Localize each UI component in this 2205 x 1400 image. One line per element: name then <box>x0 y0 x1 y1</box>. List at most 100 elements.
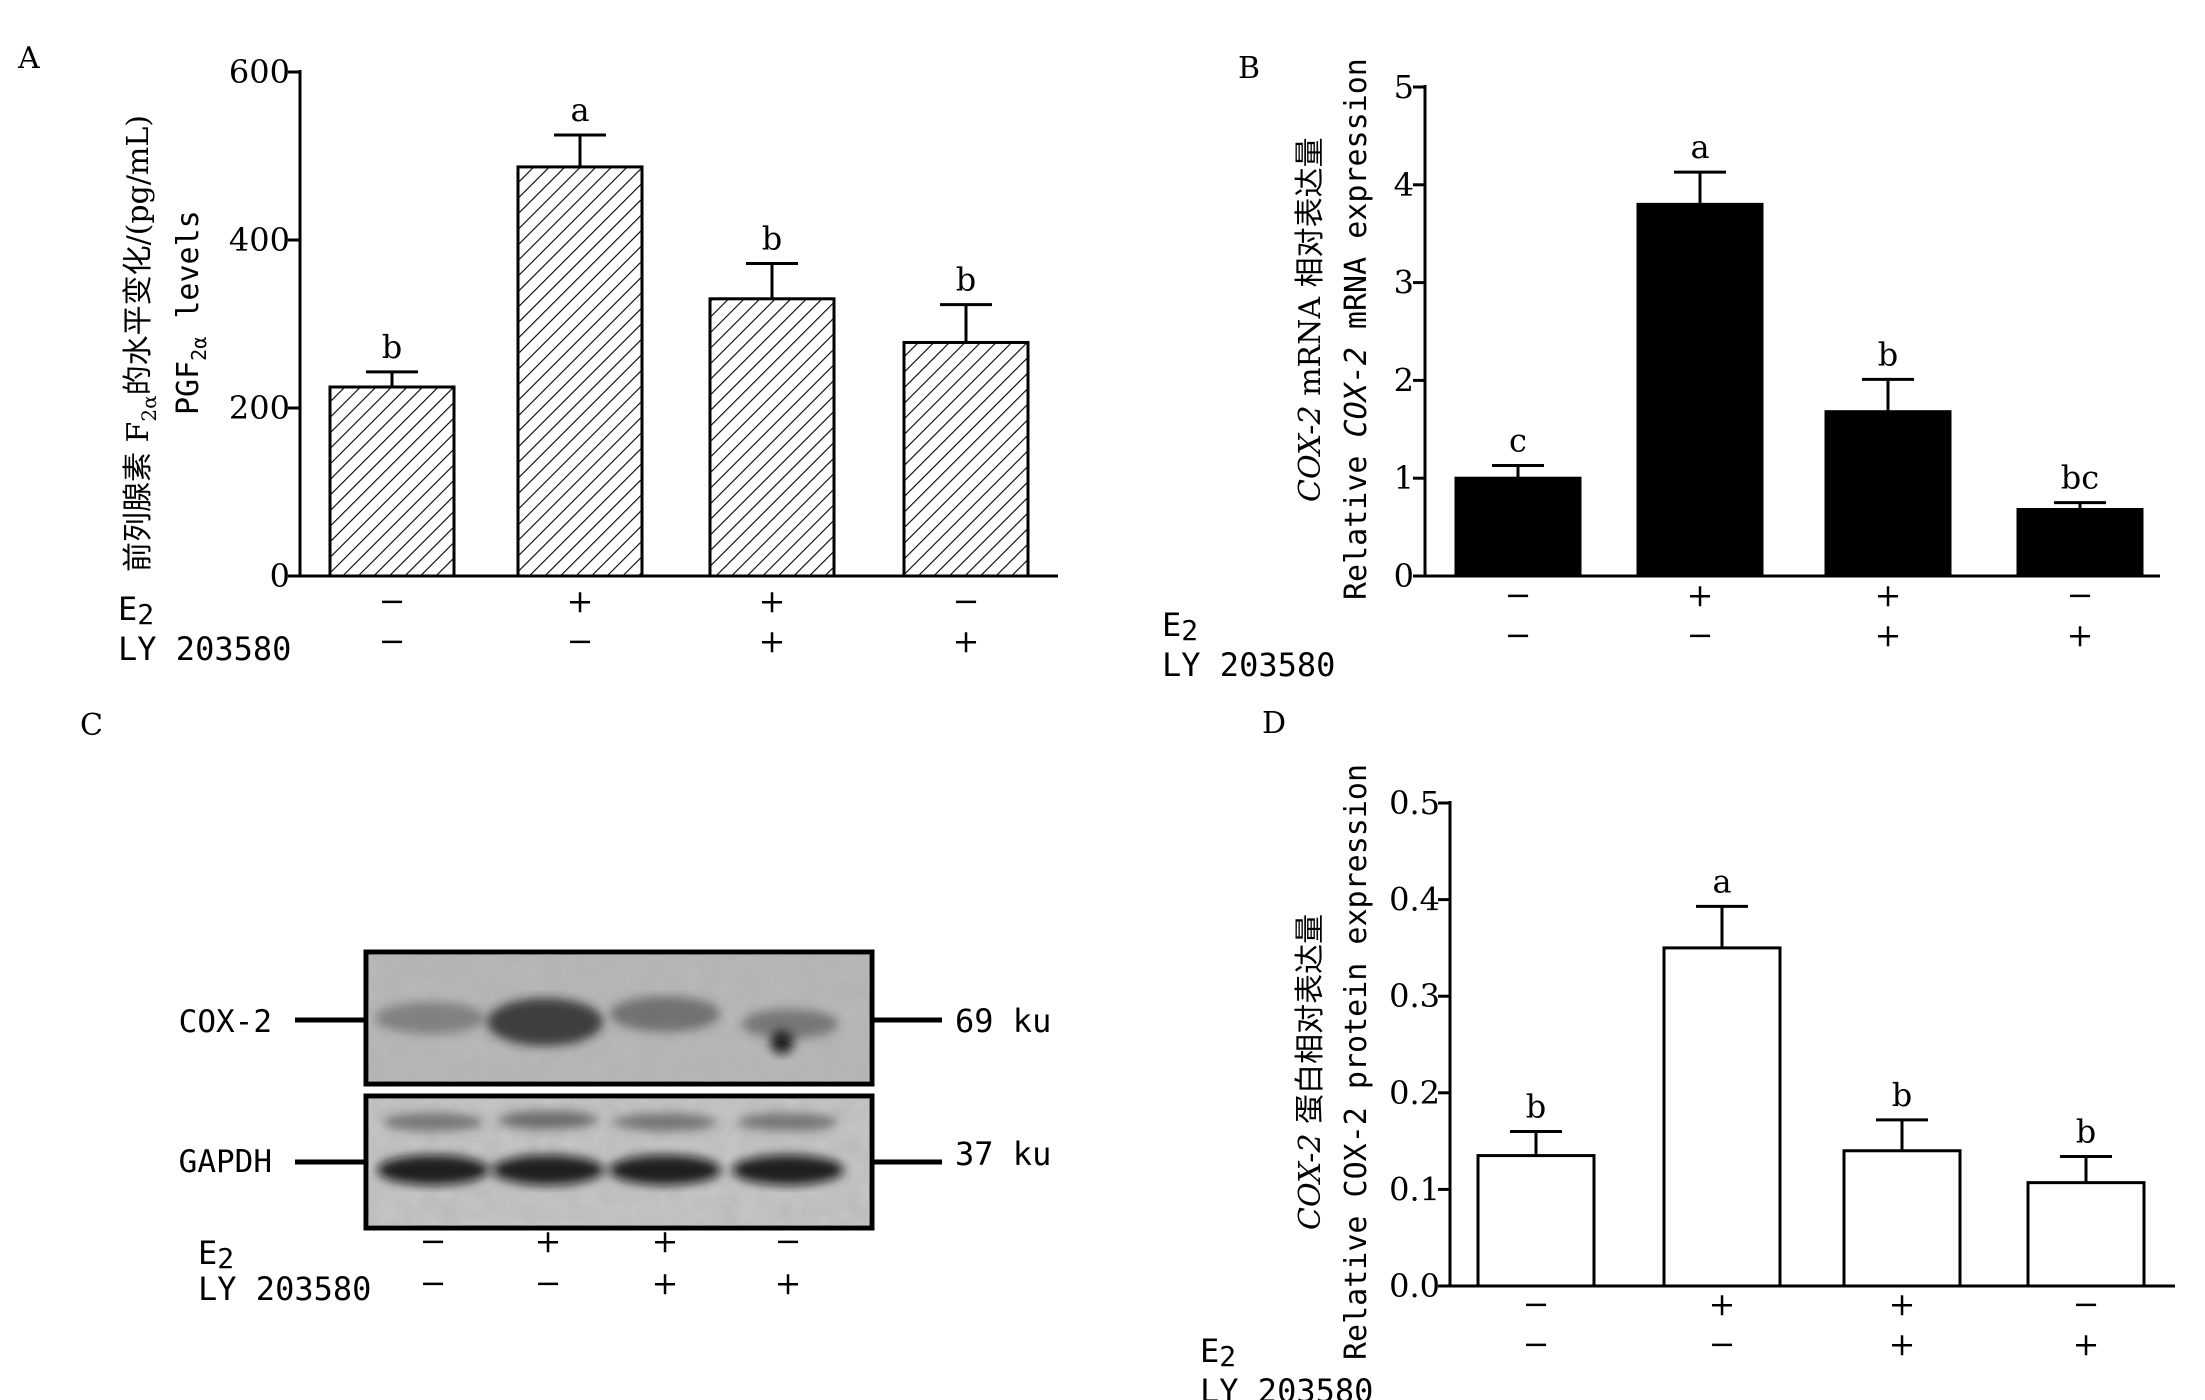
treatment-sign-e2: + <box>1875 576 1902 614</box>
panel-letter-d: D <box>1262 706 1286 741</box>
treatment-sign-ly: − <box>567 622 594 660</box>
treatment-label-ly: LY 203580 <box>1162 646 1335 684</box>
panel-a-chart: 前列腺素 F2α的水平变化/(pg/mL) PGF2α levels 0 200 4… <box>118 53 1058 668</box>
treatment-sign-ly: − <box>535 1264 562 1302</box>
treatment-label-e2: E2 <box>1200 1332 1236 1373</box>
y-tick-label: 0.2 <box>1389 1074 1440 1112</box>
bar <box>1842 1149 1962 1288</box>
treatment-label-ly: LY 203580 <box>118 630 291 668</box>
significance-letter: b <box>1892 1076 1912 1114</box>
y-tick-label: 600 <box>229 53 290 91</box>
bar <box>708 297 836 578</box>
blot-label-gapdh: GAPDH <box>179 1144 272 1180</box>
y-tick-label: 400 <box>229 221 290 259</box>
treatment-sign-ly: − <box>420 1264 447 1302</box>
significance-letter: b <box>956 261 976 299</box>
treatment-sign-e2: + <box>535 1222 562 1260</box>
significance-letter: a <box>1690 128 1709 166</box>
treatment-sign-ly: + <box>1889 1325 1916 1363</box>
treatment-sign-e2: − <box>420 1222 447 1260</box>
panel-letter-c: C <box>80 708 103 743</box>
bar <box>516 165 644 578</box>
y-axis-label-en: PGF2α levels <box>171 210 211 415</box>
bar <box>328 385 456 578</box>
significance-letter: c <box>1509 421 1527 459</box>
bar <box>2026 1181 2146 1288</box>
y-tick-label: 0.5 <box>1389 784 1440 822</box>
treatment-sign-e2: − <box>2073 1285 2100 1323</box>
bar <box>1476 1154 1596 1288</box>
bar <box>1636 202 1764 578</box>
treatment-sign-e2: + <box>1709 1285 1736 1323</box>
treatment-sign-e2: − <box>1523 1285 1550 1323</box>
blot-label-cox2: COX-2 <box>179 1004 272 1040</box>
panel-letter-b: B <box>1238 51 1260 86</box>
treatment-sign-e2: + <box>652 1222 679 1260</box>
y-axis-label-cn: COX-2 mRNA 相对表达量 <box>1293 137 1328 502</box>
treatment-sign-ly: − <box>1523 1325 1550 1363</box>
treatment-label-e2: E2 <box>118 590 154 631</box>
treatment-label-ly: LY 203580 <box>1200 1372 1373 1400</box>
bar <box>1824 410 1952 578</box>
significance-letter: a <box>570 91 589 129</box>
y-axis-label-en: Relative COX-2 mRNA expression <box>1339 58 1374 600</box>
treatment-sign-ly: + <box>2073 1325 2100 1363</box>
treatment-sign-ly: + <box>1875 616 1902 654</box>
blot-cox2 <box>363 949 875 1087</box>
y-axis-label-en: Relative COX-2 protein expression <box>1339 764 1374 1360</box>
treatment-sign-ly: + <box>953 622 980 660</box>
y-tick-label: 2 <box>1394 361 1414 399</box>
treatment-sign-e2: + <box>759 582 786 620</box>
significance-letter: b <box>1878 335 1898 373</box>
treatment-sign-ly: + <box>652 1264 679 1302</box>
bar <box>1662 946 1782 1288</box>
y-tick-label: 4 <box>1394 166 1414 204</box>
blot-size-gapdh: 37 ku <box>955 1135 1051 1173</box>
y-axis-label-cn: COX-2 蛋白相对表达量 <box>1293 914 1328 1230</box>
treatment-sign-e2: − <box>775 1222 802 1260</box>
bar <box>902 340 1030 578</box>
y-tick-label: 0.4 <box>1389 881 1440 919</box>
bar <box>1454 476 1582 578</box>
treatment-sign-ly: + <box>759 622 786 660</box>
panel-letter-a: A <box>17 41 40 76</box>
y-tick-label: 3 <box>1394 264 1414 302</box>
treatment-sign-e2: − <box>953 582 980 620</box>
significance-letter: a <box>1712 862 1731 900</box>
significance-letter: b <box>2076 1113 2096 1151</box>
significance-letter: bc <box>2061 459 2099 497</box>
y-tick-label: 0.0 <box>1389 1267 1440 1305</box>
y-axis-label-cn: 前列腺素 F2α的水平变化/(pg/mL) <box>121 115 161 572</box>
blot-gapdh <box>363 1093 875 1231</box>
treatment-sign-ly: − <box>1687 616 1714 654</box>
y-tick-label: 1 <box>1394 459 1414 497</box>
y-tick-label: 200 <box>229 389 290 427</box>
panel-b-chart: COX-2 mRNA 相对表达量 Relative COX-2 mRNA exp… <box>1162 58 2160 684</box>
blot-size-cox2: 69 ku <box>955 1002 1051 1040</box>
y-tick-label: 0.3 <box>1389 977 1440 1015</box>
bar <box>2016 507 2144 578</box>
panel-d-chart: COX-2 蛋白相对表达量 Relative COX-2 protein exp… <box>1200 764 2175 1400</box>
y-tick-label: 5 <box>1394 68 1414 106</box>
treatment-sign-ly: + <box>2067 616 2094 654</box>
treatment-sign-ly: − <box>379 622 406 660</box>
treatment-label-e2: E2 <box>198 1234 234 1275</box>
treatment-sign-e2: + <box>567 582 594 620</box>
treatment-sign-e2: − <box>1505 576 1532 614</box>
treatment-sign-ly: + <box>775 1264 802 1302</box>
treatment-sign-ly: − <box>1505 616 1532 654</box>
treatment-label-ly: LY 203580 <box>198 1270 371 1308</box>
significance-letter: b <box>382 328 402 366</box>
y-tick-label: 0 <box>270 557 290 595</box>
y-tick-label: 0.1 <box>1389 1170 1440 1208</box>
treatment-sign-e2: + <box>1889 1285 1916 1323</box>
treatment-label-e2: E2 <box>1162 606 1198 647</box>
treatment-sign-ly: − <box>1709 1325 1736 1363</box>
treatment-sign-e2: − <box>379 582 406 620</box>
significance-letter: b <box>1526 1087 1546 1125</box>
significance-letter: b <box>762 220 782 258</box>
treatment-sign-e2: − <box>2067 576 2094 614</box>
treatment-sign-e2: + <box>1687 576 1714 614</box>
